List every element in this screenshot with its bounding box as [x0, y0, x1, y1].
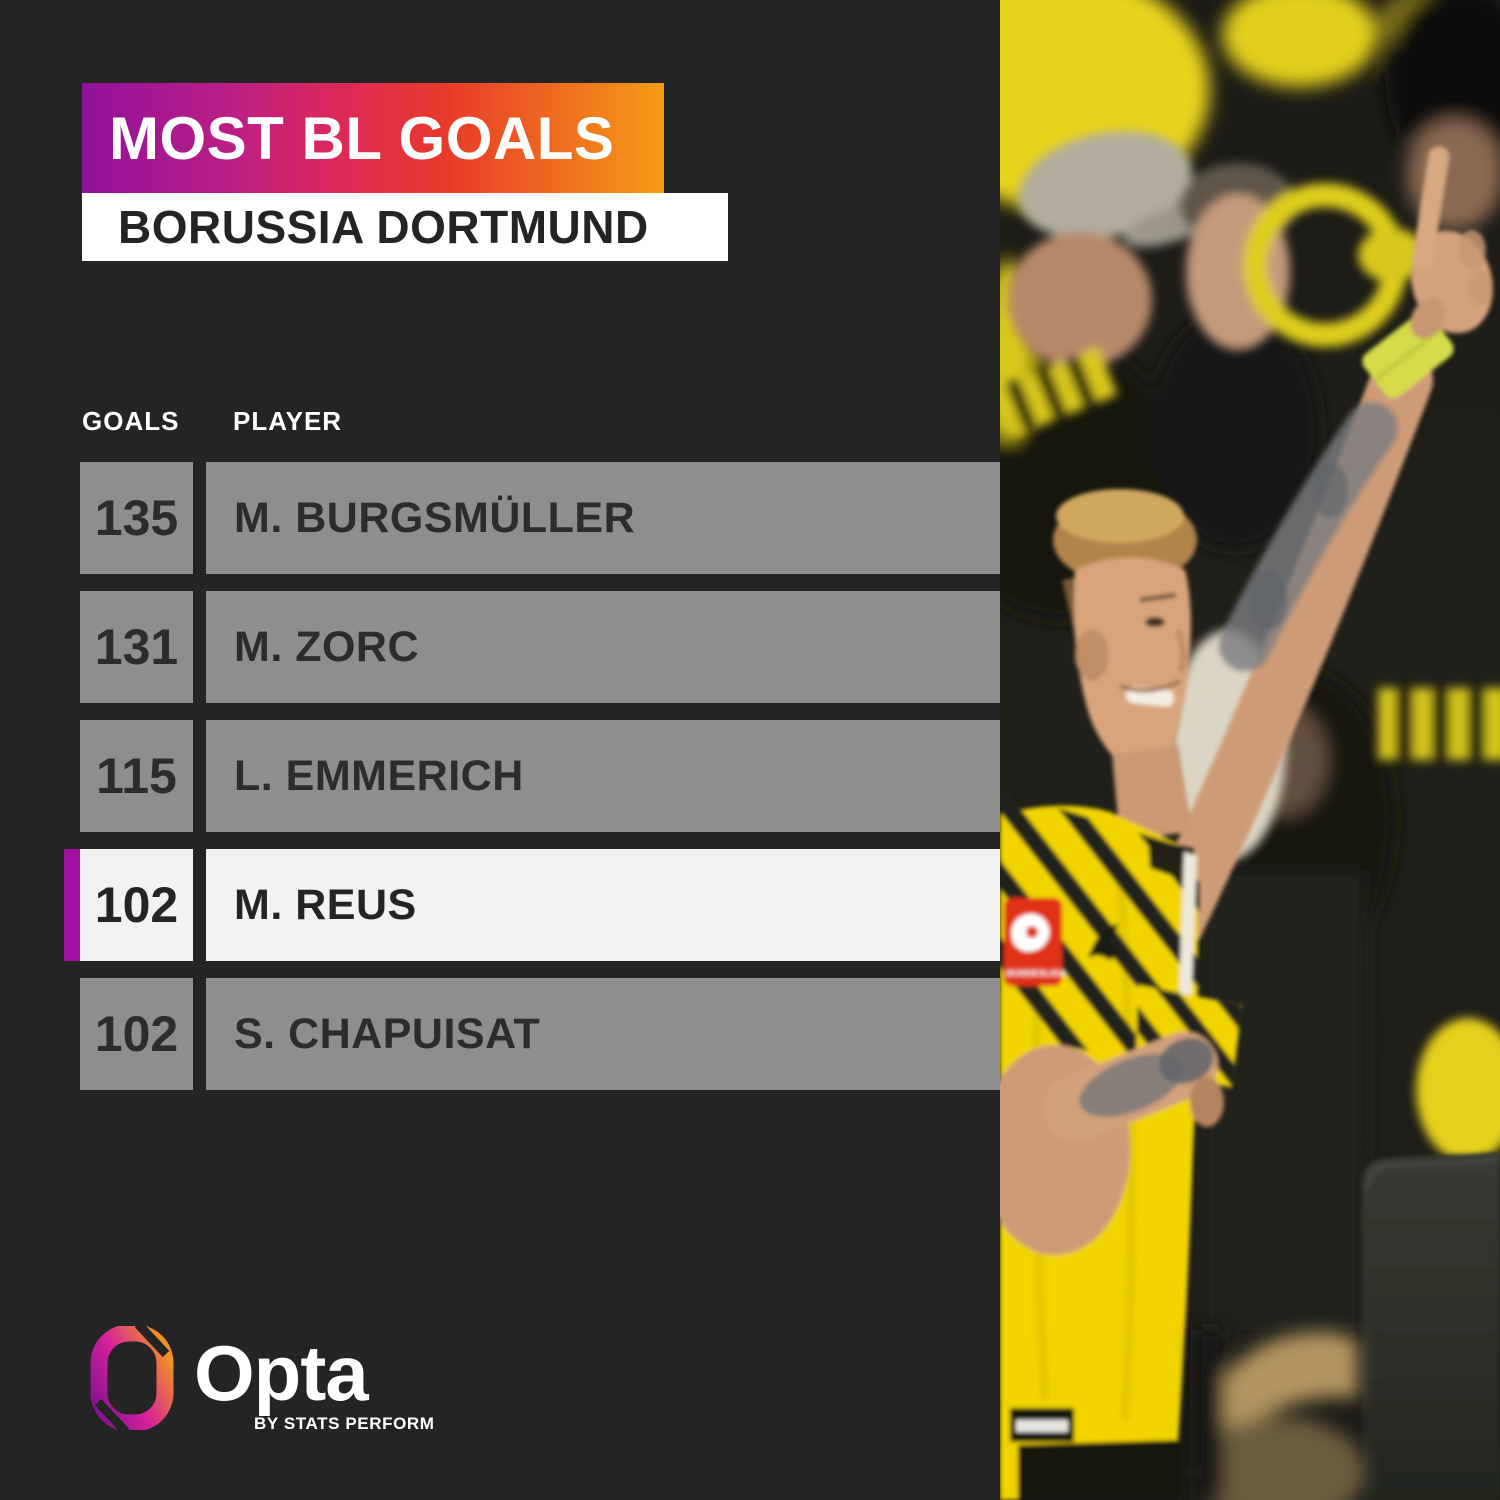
sleeve-trim [1179, 852, 1197, 1005]
player-cell: M. REUS [206, 849, 1000, 961]
row-accent-bar [64, 978, 80, 1090]
table-row-highlighted: 102 M. REUS [64, 849, 1000, 961]
row-accent-bar [64, 591, 80, 703]
fan-face [1008, 232, 1152, 368]
shorts [1018, 1440, 1180, 1500]
opta-logo-icon [90, 1326, 174, 1430]
row-accent-bar [64, 720, 80, 832]
player-cell: S. CHAPUISAT [206, 978, 1000, 1090]
speaker-box [1362, 1152, 1500, 1500]
goals-cell: 102 [80, 978, 193, 1090]
goals-cell: 131 [80, 591, 193, 703]
page-title: MOST BL GOALS [109, 104, 615, 172]
cell-divider [193, 591, 206, 703]
opta-brand: Opta BY STATS PERFORM [90, 1326, 435, 1434]
opta-tagline: BY STATS PERFORM [254, 1414, 435, 1434]
goals-cell: 135 [80, 462, 193, 574]
page-subtitle: BORUSSIA DORTMUND [118, 201, 649, 253]
table-row: 102 S. CHAPUISAT [64, 978, 1000, 1090]
cell-divider [193, 720, 206, 832]
hem-label [1010, 1408, 1074, 1442]
title-banner: MOST BL GOALS [82, 83, 664, 193]
player-cell: M. BURGSMÜLLER [206, 462, 1000, 574]
table-row: 115 L. EMMERICH [64, 720, 1000, 832]
crossed-arm [1000, 1031, 1224, 1255]
pointing-finger [1412, 146, 1450, 270]
fan-grey-cap [1018, 130, 1192, 240]
goals-cell: 115 [80, 720, 193, 832]
striped-scarf [1000, 346, 1118, 437]
face [1073, 557, 1191, 777]
subtitle-banner: BORUSSIA DORTMUND [82, 193, 728, 261]
goals-table: 135 M. BURGSMÜLLER 131 M. ZORC 115 L. EM… [64, 462, 1000, 1107]
player-photo: BUNDESLIGA [1000, 0, 1500, 1500]
yellow-blob [1416, 1018, 1500, 1162]
puma-logo [1088, 924, 1120, 960]
row-accent-bar [64, 462, 80, 574]
collar [1148, 838, 1195, 882]
cell-divider [193, 978, 206, 1090]
player-cell: M. ZORC [206, 591, 1000, 703]
player-cell: L. EMMERICH [206, 720, 1000, 832]
player-head [1053, 489, 1197, 840]
goals-cell: 102 [80, 849, 193, 961]
column-header-player: PLAYER [233, 406, 343, 436]
svg-text:BUNDESLIGA: BUNDESLIGA [1007, 968, 1066, 978]
highlight-accent-bar [64, 849, 80, 961]
opta-wordmark: Opta [194, 1329, 369, 1417]
ear [1075, 629, 1109, 681]
neck [1112, 745, 1192, 840]
yellow-black-banner [1378, 688, 1500, 760]
table-row: 131 M. ZORC [64, 591, 1000, 703]
column-header-goals: GOALS [82, 406, 180, 436]
crowd-figures [1000, 130, 1500, 760]
cell-divider [193, 849, 206, 961]
eye [1145, 617, 1165, 627]
table-row: 135 M. BURGSMÜLLER [64, 462, 1000, 574]
table-column-headers: GOALS PLAYER [82, 406, 342, 437]
bundesliga-badge: BUNDESLIGA [1004, 898, 1066, 986]
player-figure: BUNDESLIGA [1000, 146, 1493, 1500]
cell-divider [193, 462, 206, 574]
blurred-railing [1195, 1330, 1365, 1500]
